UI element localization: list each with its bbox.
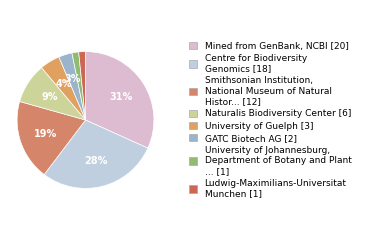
Wedge shape (59, 53, 86, 120)
Text: 31%: 31% (109, 92, 133, 102)
Text: 3%: 3% (65, 74, 81, 84)
Legend: Mined from GenBank, NCBI [20], Centre for Biodiversity
Genomics [18], Smithsonia: Mined from GenBank, NCBI [20], Centre fo… (189, 42, 352, 198)
Text: 28%: 28% (84, 156, 108, 166)
Text: 19%: 19% (34, 128, 57, 138)
Wedge shape (17, 102, 85, 174)
Wedge shape (86, 52, 154, 148)
Wedge shape (20, 68, 86, 120)
Wedge shape (79, 52, 86, 120)
Wedge shape (72, 52, 86, 120)
Wedge shape (41, 57, 86, 120)
Text: 9%: 9% (42, 92, 58, 102)
Text: 4%: 4% (55, 79, 72, 89)
Wedge shape (44, 120, 148, 188)
